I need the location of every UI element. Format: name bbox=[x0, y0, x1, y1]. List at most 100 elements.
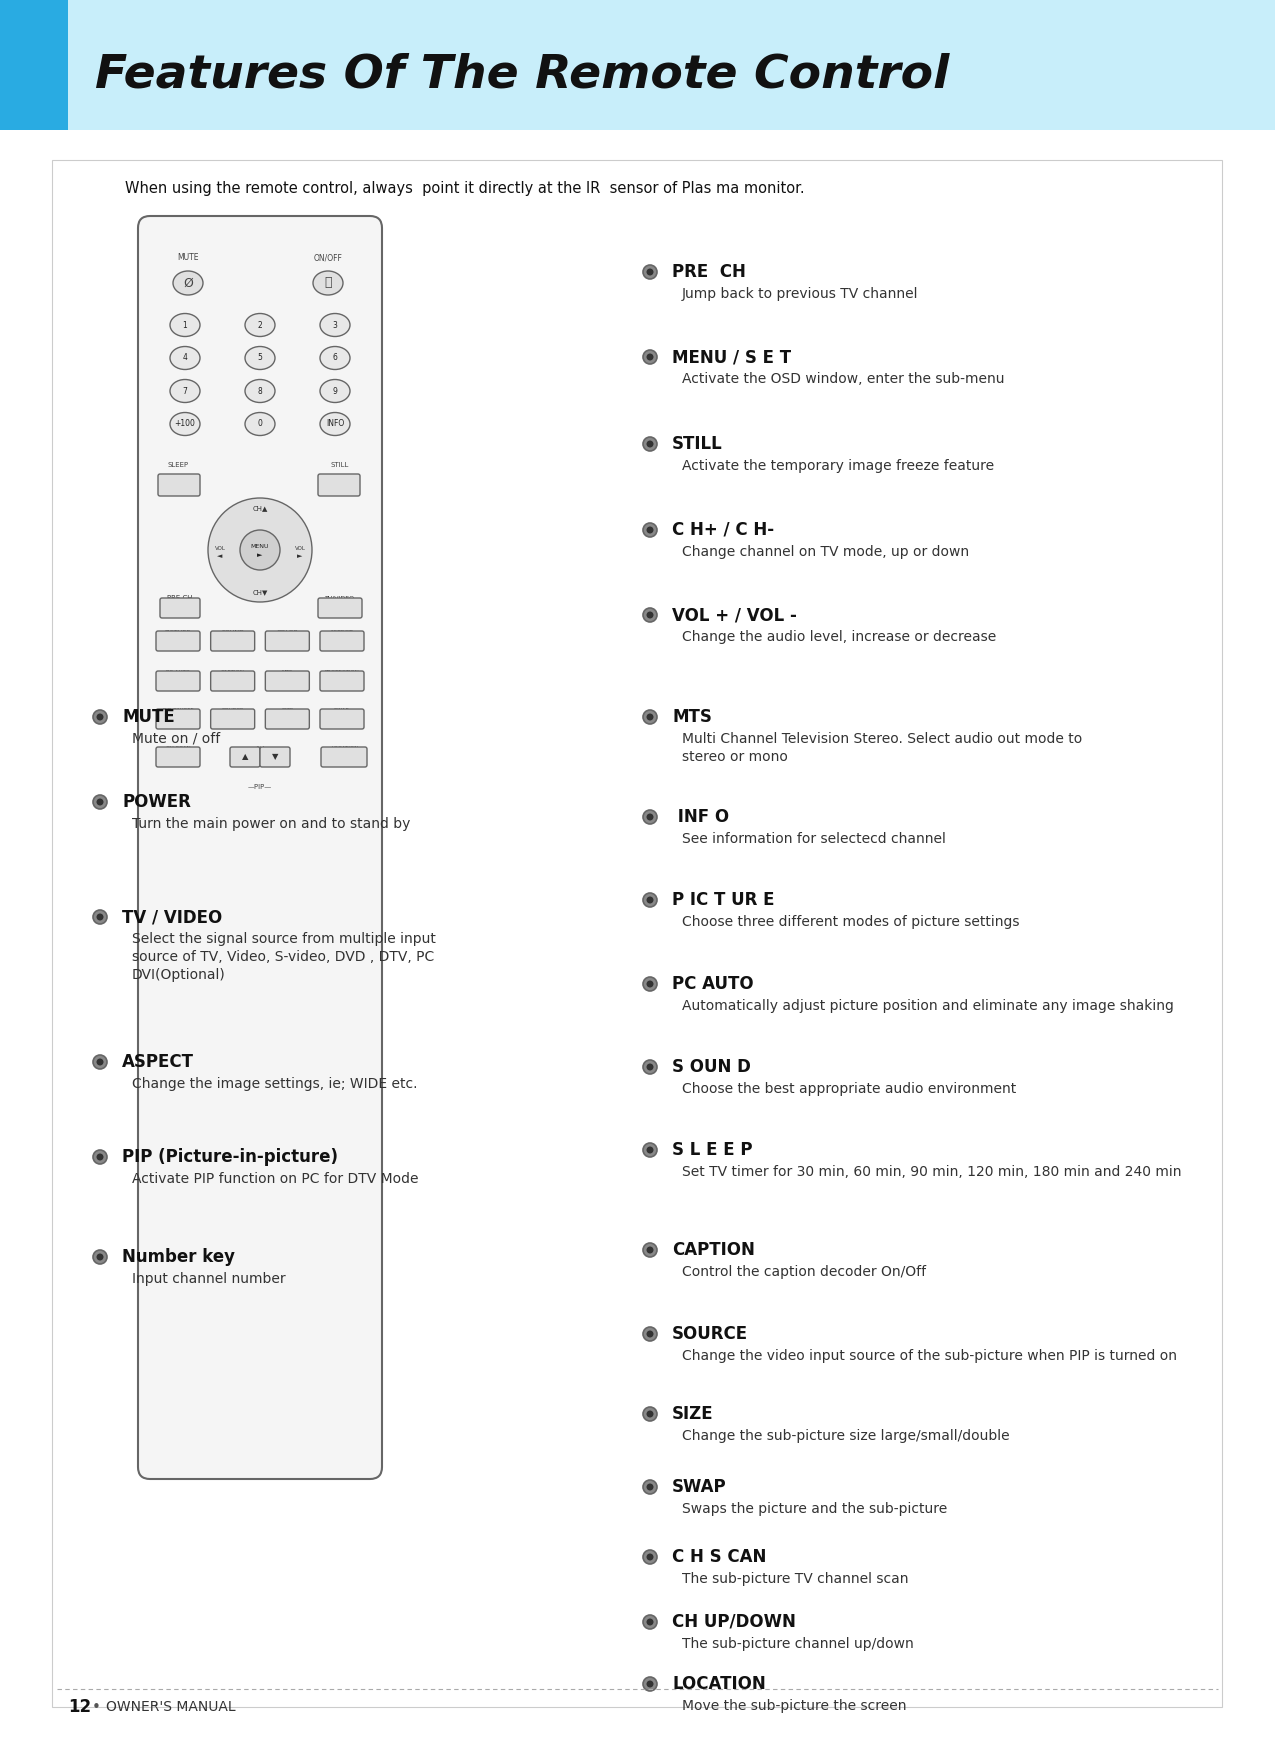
Text: MENU / S E T: MENU / S E T bbox=[672, 349, 790, 366]
Circle shape bbox=[240, 530, 280, 569]
Text: Select the signal source from multiple input: Select the signal source from multiple i… bbox=[133, 932, 436, 946]
Circle shape bbox=[643, 893, 657, 907]
Text: Change the sub-picture size large/small/double: Change the sub-picture size large/small/… bbox=[682, 1429, 1010, 1443]
Text: 6: 6 bbox=[333, 354, 338, 363]
FancyBboxPatch shape bbox=[156, 747, 200, 766]
Circle shape bbox=[646, 1246, 654, 1253]
Ellipse shape bbox=[170, 314, 200, 337]
Text: Activate the temporary image freeze feature: Activate the temporary image freeze feat… bbox=[682, 458, 994, 472]
Text: Turn the main power on and to stand by: Turn the main power on and to stand by bbox=[133, 818, 411, 832]
Text: SWAP: SWAP bbox=[334, 708, 349, 712]
Text: CH SCAN: CH SCAN bbox=[166, 745, 190, 751]
Circle shape bbox=[646, 980, 654, 987]
FancyBboxPatch shape bbox=[265, 631, 310, 650]
Text: Automatically adjust picture position and eliminate any image shaking: Automatically adjust picture position an… bbox=[682, 999, 1174, 1013]
Circle shape bbox=[646, 268, 654, 275]
Circle shape bbox=[646, 527, 654, 534]
Circle shape bbox=[643, 1551, 657, 1565]
Text: Activate PIP function on PC for DTV Mode: Activate PIP function on PC for DTV Mode bbox=[133, 1172, 418, 1186]
FancyBboxPatch shape bbox=[156, 671, 200, 691]
Circle shape bbox=[646, 1484, 654, 1491]
Ellipse shape bbox=[245, 347, 275, 370]
Circle shape bbox=[646, 897, 654, 904]
Ellipse shape bbox=[312, 271, 343, 294]
Text: Change the audio level, increase or decrease: Change the audio level, increase or decr… bbox=[682, 631, 996, 643]
Text: 1: 1 bbox=[182, 321, 187, 329]
Ellipse shape bbox=[170, 412, 200, 435]
FancyBboxPatch shape bbox=[320, 671, 363, 691]
Circle shape bbox=[643, 1144, 657, 1158]
Circle shape bbox=[643, 1242, 657, 1256]
Text: Swaps the picture and the sub-picture: Swaps the picture and the sub-picture bbox=[682, 1501, 947, 1515]
Text: PIP ON/OFF: PIP ON/OFF bbox=[163, 708, 194, 712]
Text: 0: 0 bbox=[258, 419, 263, 428]
Text: ASPECT: ASPECT bbox=[122, 1054, 194, 1071]
Text: Multi Channel Television Stereo. Select audio out mode to: Multi Channel Television Stereo. Select … bbox=[682, 731, 1082, 745]
Text: S OUN D: S OUN D bbox=[672, 1057, 751, 1077]
Circle shape bbox=[643, 608, 657, 622]
Ellipse shape bbox=[320, 379, 351, 402]
Text: Mute on / off: Mute on / off bbox=[133, 731, 221, 745]
Circle shape bbox=[97, 1154, 103, 1161]
Text: ▼: ▼ bbox=[272, 752, 278, 761]
Text: TV/VIDEO: TV/VIDEO bbox=[325, 596, 354, 601]
Text: 4: 4 bbox=[182, 354, 187, 363]
Ellipse shape bbox=[320, 314, 351, 337]
Text: MTS: MTS bbox=[282, 670, 293, 675]
Text: —PIP—: —PIP— bbox=[247, 784, 272, 789]
Circle shape bbox=[93, 710, 107, 724]
Text: The sub-picture TV channel scan: The sub-picture TV channel scan bbox=[682, 1572, 909, 1586]
Circle shape bbox=[646, 1619, 654, 1626]
Text: VOL: VOL bbox=[214, 546, 226, 550]
Text: C H S CAN: C H S CAN bbox=[672, 1549, 766, 1566]
FancyBboxPatch shape bbox=[317, 474, 360, 495]
Text: SLEEP: SLEEP bbox=[167, 462, 189, 469]
Circle shape bbox=[208, 499, 312, 603]
Ellipse shape bbox=[245, 379, 275, 402]
FancyBboxPatch shape bbox=[230, 747, 260, 766]
Text: 12: 12 bbox=[68, 1699, 91, 1716]
Text: S L E E P: S L E E P bbox=[672, 1142, 752, 1159]
Text: MUTE: MUTE bbox=[122, 708, 175, 726]
Text: DVI(Optional): DVI(Optional) bbox=[133, 967, 226, 981]
Circle shape bbox=[93, 1055, 107, 1070]
Text: 5: 5 bbox=[258, 354, 263, 363]
Text: Input channel number: Input channel number bbox=[133, 1272, 286, 1286]
Text: CAPTION: CAPTION bbox=[672, 1240, 755, 1260]
Text: PC AUTO: PC AUTO bbox=[672, 974, 754, 994]
Circle shape bbox=[646, 1064, 654, 1071]
Text: LOCATION: LOCATION bbox=[332, 745, 358, 751]
Text: ON/OFF: ON/OFF bbox=[314, 254, 343, 263]
FancyBboxPatch shape bbox=[156, 708, 200, 729]
Text: ⏻: ⏻ bbox=[324, 277, 332, 289]
Circle shape bbox=[97, 1059, 103, 1066]
Circle shape bbox=[643, 710, 657, 724]
FancyBboxPatch shape bbox=[265, 708, 310, 729]
Text: Move the sub-picture the screen: Move the sub-picture the screen bbox=[682, 1699, 907, 1713]
Circle shape bbox=[643, 437, 657, 451]
Text: PIP (Picture-in-picture): PIP (Picture-in-picture) bbox=[122, 1149, 338, 1166]
Ellipse shape bbox=[320, 412, 351, 435]
Text: 2: 2 bbox=[258, 321, 263, 329]
Text: Control the caption decoder On/Off: Control the caption decoder On/Off bbox=[682, 1265, 926, 1279]
Text: PRE CH: PRE CH bbox=[167, 596, 193, 601]
Text: PROTECTION: PROTECTION bbox=[325, 670, 360, 675]
FancyBboxPatch shape bbox=[210, 631, 255, 650]
Text: PRE  CH: PRE CH bbox=[672, 263, 746, 280]
FancyBboxPatch shape bbox=[0, 0, 1275, 130]
Text: CH▲: CH▲ bbox=[252, 506, 268, 511]
Text: Choose three different modes of picture settings: Choose three different modes of picture … bbox=[682, 914, 1020, 929]
Text: COLOR: COLOR bbox=[277, 629, 298, 634]
FancyBboxPatch shape bbox=[321, 747, 367, 766]
FancyBboxPatch shape bbox=[158, 474, 200, 495]
Text: VOL: VOL bbox=[295, 546, 306, 550]
Text: Choose the best appropriate audio environment: Choose the best appropriate audio enviro… bbox=[682, 1082, 1016, 1096]
Text: MTS: MTS bbox=[672, 708, 711, 726]
Text: CAPTION: CAPTION bbox=[221, 670, 245, 675]
Text: +100: +100 bbox=[175, 419, 195, 428]
Ellipse shape bbox=[245, 314, 275, 337]
Text: CH UP/DOWN: CH UP/DOWN bbox=[672, 1612, 796, 1632]
Text: •: • bbox=[92, 1700, 101, 1714]
Circle shape bbox=[646, 1681, 654, 1688]
Circle shape bbox=[646, 354, 654, 361]
